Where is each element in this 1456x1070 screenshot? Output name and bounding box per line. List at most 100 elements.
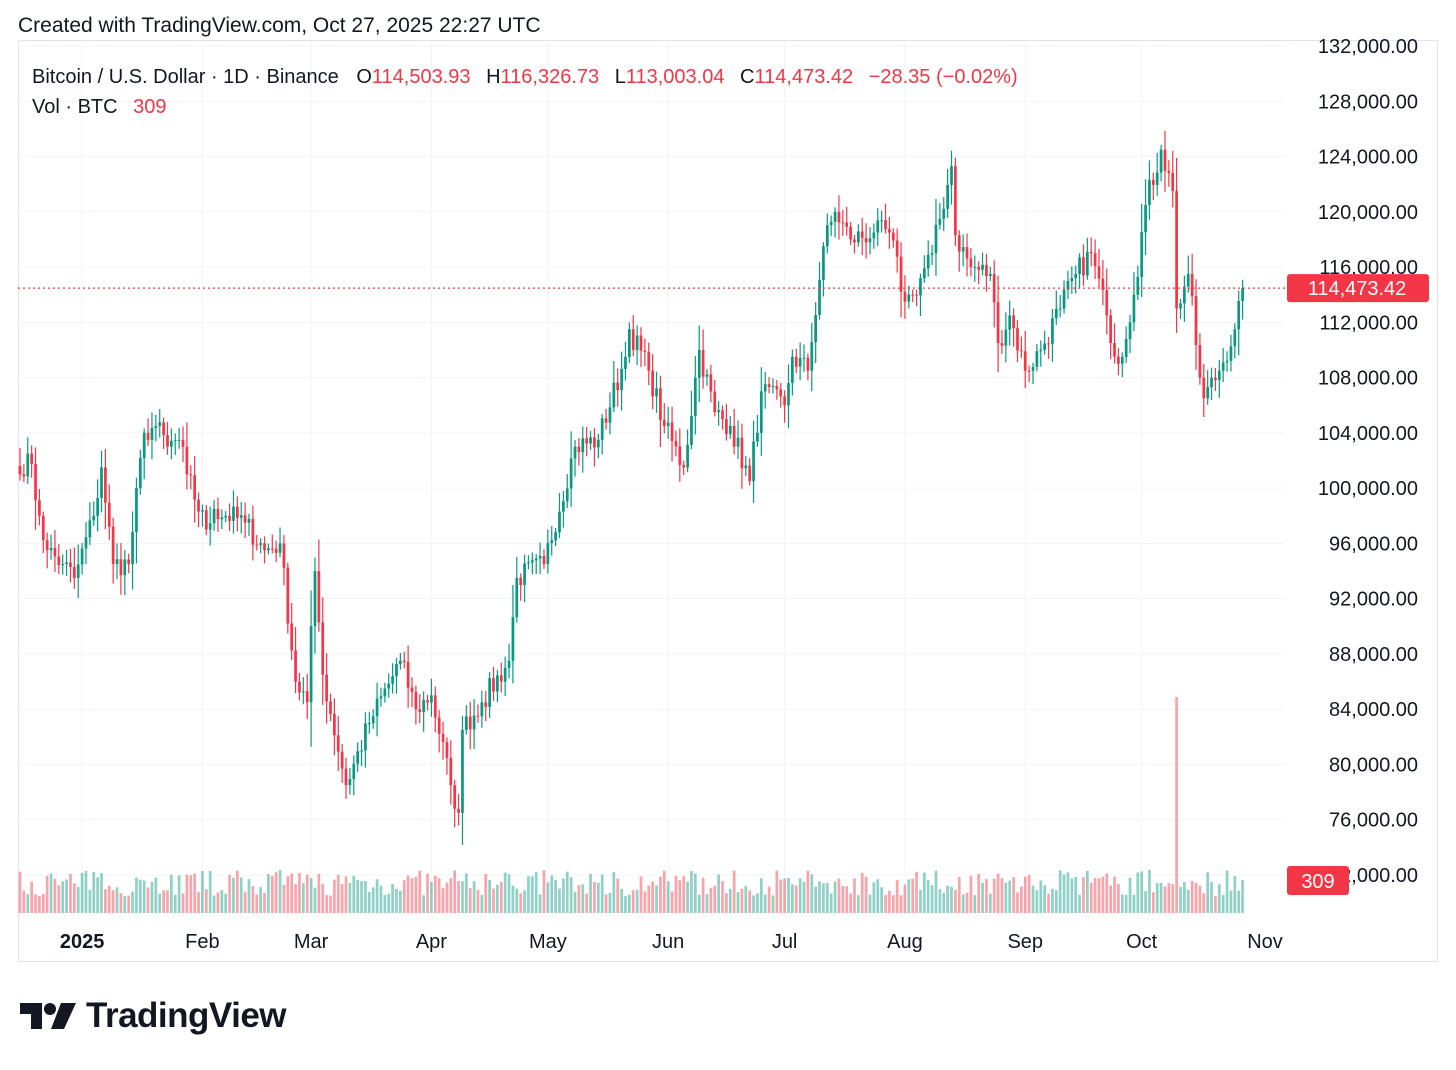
volume-bar <box>360 881 363 913</box>
time-tick-label: Nov <box>1247 931 1283 953</box>
volume-label[interactable]: Vol · BTC <box>32 96 118 118</box>
candle-body <box>534 558 538 561</box>
price-scale[interactable]: 132,000.00 128,000.00 124,000.00 120,000.00… <box>1318 36 1418 887</box>
volume-bar <box>301 883 305 913</box>
volume-bar <box>965 892 969 913</box>
volume-bar <box>565 871 569 913</box>
candle-body <box>371 716 375 724</box>
candle-body <box>267 548 270 551</box>
tradingview-logo[interactable]: TradingView <box>20 996 287 1036</box>
candle-body <box>631 329 635 350</box>
time-tick-label: Sep <box>1007 931 1043 953</box>
volume-bar <box>969 875 973 913</box>
candle-body <box>367 723 371 725</box>
volume-bar <box>1183 881 1186 913</box>
volume-bar <box>569 877 573 913</box>
volume-bar <box>837 878 841 913</box>
candle-body <box>899 256 903 292</box>
volume-bar <box>426 873 429 913</box>
volume-bar <box>992 878 996 913</box>
candle-body <box>263 543 266 551</box>
candle-body <box>701 349 705 377</box>
candle-body <box>301 691 305 693</box>
volume-bar <box>888 890 891 913</box>
candle-body <box>779 389 783 397</box>
volume-bar <box>317 873 321 913</box>
candle-body <box>1206 387 1210 399</box>
volume-bar <box>65 879 68 913</box>
volume-bar <box>740 888 744 913</box>
candle-body <box>1128 322 1132 339</box>
candle-body <box>1054 308 1058 319</box>
price-tick-label: 108,000.00 <box>1318 368 1418 390</box>
price-tick-label: 124,000.00 <box>1318 147 1418 169</box>
candle-body <box>232 506 235 521</box>
candle-body <box>464 716 468 730</box>
candle-body <box>422 700 426 712</box>
candle-body <box>558 511 561 533</box>
candle-body <box>1198 344 1202 378</box>
volume-bar <box>154 877 158 913</box>
volume-bar <box>1120 894 1124 913</box>
candle-body <box>61 564 65 566</box>
candle-body <box>340 751 344 769</box>
volume-bar <box>309 877 313 913</box>
volume-bar <box>829 893 833 913</box>
candle-body <box>659 388 662 420</box>
symbol-title[interactable]: Bitcoin / U.S. Dollar · 1D · Binance <box>32 66 339 88</box>
candle-body <box>484 702 488 707</box>
volume-bar <box>399 890 402 913</box>
volume-bar <box>853 878 856 913</box>
candle-body <box>511 617 515 661</box>
volume-bar <box>577 885 581 913</box>
volume-bar <box>45 875 49 913</box>
candle-body <box>278 543 282 553</box>
volume-bar <box>864 876 868 913</box>
candle-body <box>880 220 883 222</box>
candle-body <box>1004 329 1008 346</box>
volume-bar <box>907 879 911 913</box>
volume-bar <box>1167 883 1171 913</box>
volume-bar <box>1082 877 1085 913</box>
volume-bar <box>220 890 224 913</box>
candle-body <box>243 515 247 523</box>
price-tick-label: 92,000.00 <box>1329 589 1418 611</box>
candle-body <box>930 253 934 255</box>
volume-bar <box>336 874 340 913</box>
candle-body <box>430 695 433 703</box>
candle-body <box>744 465 748 469</box>
volume-bar <box>142 880 146 913</box>
volume-bar <box>600 874 604 913</box>
price-tick-label: 116,000.00 <box>1319 257 1418 279</box>
volume-bar <box>558 888 561 913</box>
candle-body <box>492 678 495 692</box>
volume-bar <box>1085 870 1089 913</box>
time-tick-label: Jun <box>652 931 684 953</box>
candle-body <box>546 542 550 565</box>
volume-bar <box>437 878 441 913</box>
candle-body <box>647 351 651 371</box>
time-scale[interactable]: 2025 Feb Mar Apr May Jun Jul Aug Sep Oct Nov <box>60 931 1283 953</box>
candle-body <box>686 444 689 468</box>
volume-bar <box>756 893 759 913</box>
candle-body <box>259 543 262 545</box>
volume-bar <box>1237 890 1241 913</box>
candle-body <box>791 356 794 384</box>
price-tick-label: 76,000.00 <box>1329 810 1418 832</box>
candle-body <box>309 626 313 703</box>
volume-bar <box>371 887 375 913</box>
candle-body <box>919 278 922 296</box>
volume-bar <box>472 881 476 913</box>
volume-bar <box>1229 890 1233 913</box>
volume-bar <box>713 885 717 913</box>
candle-body <box>399 660 402 664</box>
volume-bar <box>1035 890 1039 913</box>
volume-bar <box>1023 876 1027 913</box>
volume-bar <box>608 892 612 913</box>
volume-bar <box>849 893 852 913</box>
volume-bar <box>627 894 631 913</box>
open-value: 114,503.93 <box>371 66 471 88</box>
volume-bar <box>639 876 643 913</box>
volume-bar <box>985 879 988 913</box>
